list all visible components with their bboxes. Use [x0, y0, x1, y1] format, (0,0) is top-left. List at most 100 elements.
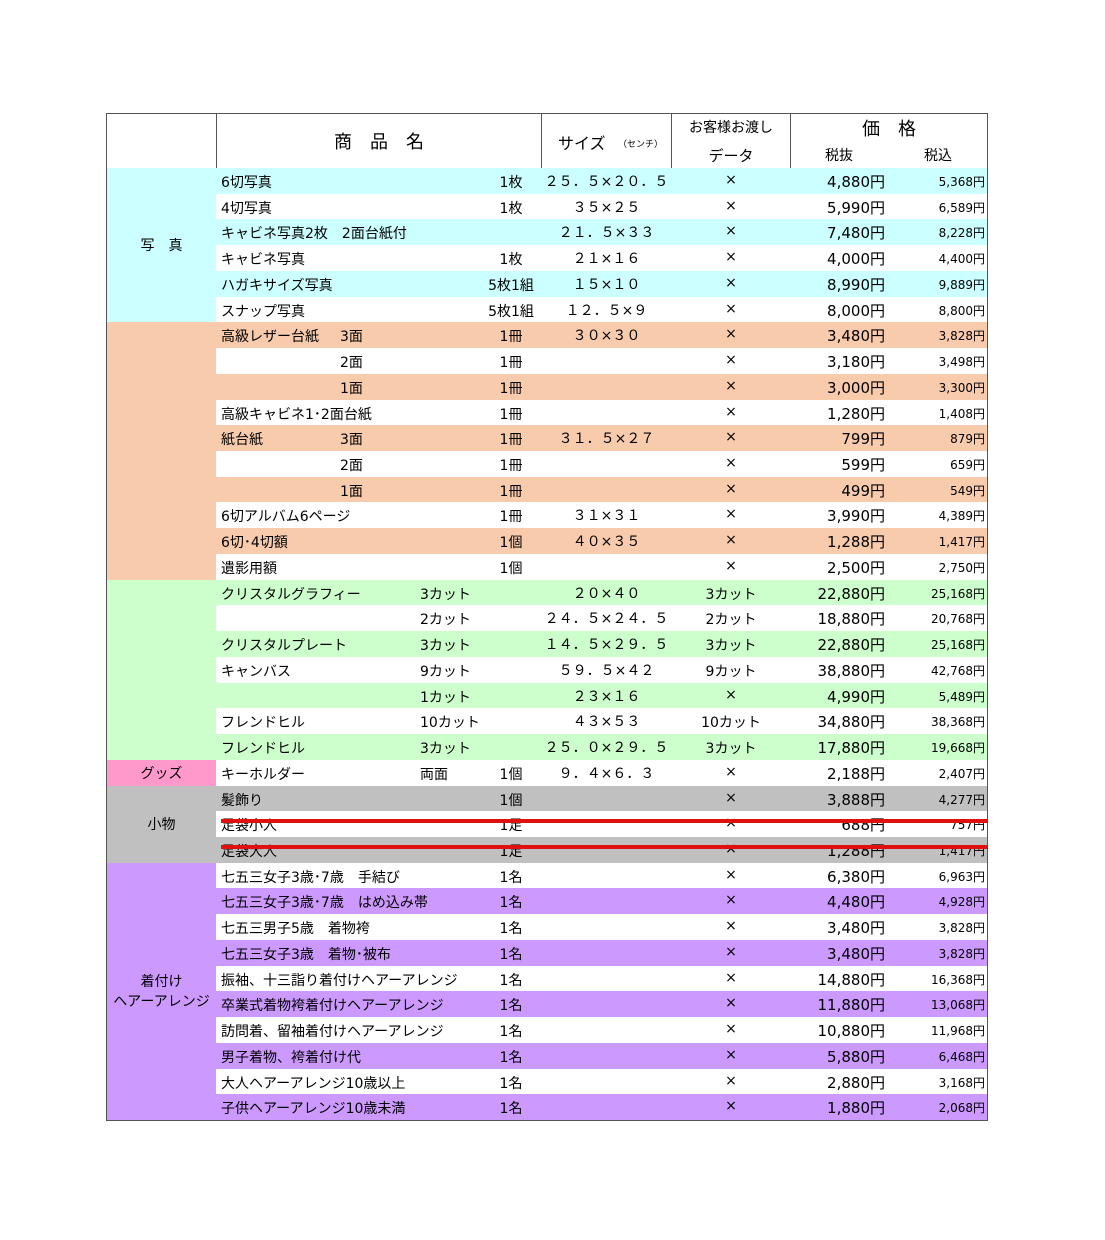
- category-label: グッズ: [140, 765, 183, 782]
- item-name: 高級キャビネ1･2面台紙: [221, 406, 372, 423]
- item-data: ×: [725, 223, 737, 240]
- item-data: ×: [725, 403, 737, 420]
- cell: [216, 193, 542, 221]
- price-in-tax: 3,828円: [938, 329, 985, 344]
- item-name: 4切写真: [221, 200, 272, 217]
- item-size: ３１×３１: [572, 508, 641, 525]
- item-size: ３５×２５: [572, 199, 641, 216]
- price-in-tax: 9,889円: [938, 277, 985, 292]
- cell: [790, 862, 889, 890]
- item-size: ２１×１６: [572, 251, 641, 268]
- item-quantity: 1冊: [499, 355, 523, 372]
- cell: [216, 270, 542, 298]
- price-ex-tax: 688円: [841, 816, 885, 835]
- header-price-in: 税込: [924, 148, 952, 164]
- cell: [541, 1017, 672, 1044]
- price-in-tax: 8,800円: [938, 303, 985, 318]
- price-in-tax: 3,828円: [938, 921, 985, 936]
- price-in-tax: 659円: [950, 458, 985, 473]
- item-quantity: 1名: [499, 972, 523, 989]
- cell: [541, 373, 672, 401]
- price-ex-tax: 22,880円: [817, 584, 886, 603]
- item-name: 高級レザー台紙: [221, 329, 319, 346]
- cell: [671, 811, 791, 838]
- item-name: クリスタルグラフィー: [221, 586, 361, 603]
- cell: [216, 348, 542, 375]
- cell: [216, 219, 542, 247]
- price-ex-tax: 11,880円: [817, 996, 886, 1015]
- item-quantity: 1冊: [499, 432, 523, 449]
- price-in-tax: 3,828円: [938, 946, 985, 961]
- price-in-tax: 2,068円: [938, 1101, 985, 1116]
- item-name: 卒業式着物袴着付けヘアーアレンジ: [221, 998, 444, 1015]
- item-size: ２０×４０: [572, 585, 641, 602]
- cell: [790, 168, 889, 195]
- item-quantity: 1冊: [499, 458, 523, 475]
- cell: [541, 296, 672, 324]
- price-in-tax: 5,368円: [938, 175, 985, 189]
- price-in-tax: 38,368円: [931, 715, 985, 730]
- cell: [671, 1068, 791, 1096]
- cell: [216, 888, 542, 916]
- item-size: ２３×１６: [572, 688, 641, 705]
- header-data: データ: [708, 147, 754, 165]
- item-name: 訪問着、留袖着付けヘアーアレンジ: [221, 1024, 444, 1041]
- price-ex-tax: 1,880円: [827, 1099, 885, 1118]
- item-quantity: 1個: [499, 535, 523, 552]
- item-variant: 2面: [340, 458, 363, 475]
- price-ex-tax: 10,880円: [817, 1022, 886, 1041]
- cell: [888, 914, 988, 941]
- price-ex-tax: 38,880円: [817, 661, 886, 680]
- cell: [216, 1042, 542, 1070]
- strike-line: [221, 819, 988, 824]
- item-name: キャビネ写真2枚 2面台紙付: [221, 226, 407, 243]
- cell: [541, 1094, 672, 1121]
- item-data: ×: [725, 480, 737, 497]
- cell: [671, 1017, 791, 1044]
- cell: [541, 270, 672, 298]
- price-ex-tax: 599円: [841, 456, 885, 475]
- cell: [790, 579, 889, 607]
- price-ex-tax: 8,990円: [827, 275, 885, 294]
- cell: [888, 1068, 988, 1096]
- price-ex-tax: 18,880円: [817, 610, 886, 629]
- price-ex-tax: 3,480円: [827, 919, 885, 938]
- price-in-tax: 20,768円: [931, 612, 985, 627]
- cell: [541, 476, 672, 504]
- price-in-tax: 3,300円: [938, 380, 985, 395]
- price-in-tax: 42,768円: [931, 663, 985, 678]
- price-ex-tax: 5,880円: [827, 1047, 885, 1066]
- price-ex-tax: 22,880円: [817, 636, 886, 655]
- item-size: １２．５×９: [565, 302, 648, 319]
- item-data: ×: [725, 1021, 737, 1038]
- item-data: ×: [725, 1072, 737, 1089]
- item-quantity: 1冊: [499, 380, 523, 397]
- header-data: お客様お渡し: [689, 120, 773, 136]
- price-ex-tax: 34,880円: [817, 713, 886, 732]
- price-ex-tax: 2,880円: [827, 1073, 885, 1092]
- price-in-tax: 6,589円: [938, 200, 985, 215]
- item-data: ×: [725, 197, 737, 214]
- item-size: １５×１０: [572, 276, 641, 293]
- item-name: キャンバス: [221, 663, 291, 680]
- item-size: ２５．５×２０．５: [544, 174, 669, 190]
- cell: [671, 965, 791, 993]
- cell: [888, 939, 988, 967]
- item-name: キーホルダー: [221, 766, 305, 783]
- item-data: ×: [725, 274, 737, 291]
- price-ex-tax: 5,990円: [827, 198, 885, 217]
- price-in-tax: 549円: [950, 483, 985, 498]
- category-cell: [106, 579, 217, 761]
- item-size: ３１．５×２７: [558, 431, 655, 448]
- cell: [541, 1068, 672, 1096]
- item-data: 10カット: [701, 715, 761, 732]
- cell: [216, 1017, 542, 1044]
- item-data: ×: [725, 969, 737, 986]
- price-ex-tax: 4,000円: [827, 250, 885, 269]
- price-ex-tax: 3,480円: [827, 327, 885, 346]
- price-ex-tax: 17,880円: [817, 739, 886, 758]
- item-size: ２１．５×３３: [558, 225, 655, 242]
- item-data: ×: [725, 377, 737, 394]
- item-variant: 1面: [340, 483, 363, 500]
